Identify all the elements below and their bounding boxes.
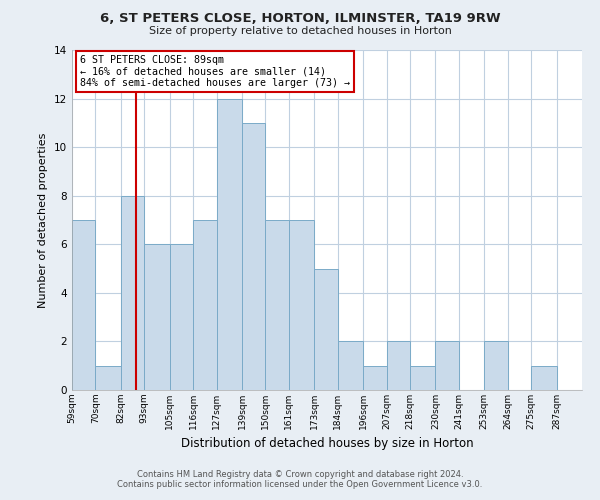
Text: Contains HM Land Registry data © Crown copyright and database right 2024.
Contai: Contains HM Land Registry data © Crown c…	[118, 470, 482, 489]
Bar	[95, 366, 121, 390]
Y-axis label: Number of detached properties: Number of detached properties	[38, 132, 49, 308]
Text: 6, ST PETERS CLOSE, HORTON, ILMINSTER, TA19 9RW: 6, ST PETERS CLOSE, HORTON, ILMINSTER, T…	[100, 12, 500, 26]
Bar	[314, 268, 338, 390]
Bar	[363, 366, 386, 390]
Bar	[242, 123, 265, 390]
Bar	[484, 342, 508, 390]
Text: 6 ST PETERS CLOSE: 89sqm
← 16% of detached houses are smaller (14)
84% of semi-d: 6 ST PETERS CLOSE: 89sqm ← 16% of detach…	[80, 55, 350, 88]
Bar	[436, 342, 459, 390]
Bar	[193, 220, 217, 390]
Bar	[386, 342, 410, 390]
Text: Size of property relative to detached houses in Horton: Size of property relative to detached ho…	[149, 26, 451, 36]
Bar	[72, 220, 95, 390]
Bar	[338, 342, 363, 390]
Bar	[531, 366, 557, 390]
Bar	[170, 244, 193, 390]
Bar	[289, 220, 314, 390]
Bar	[265, 220, 289, 390]
Bar	[144, 244, 170, 390]
Bar	[121, 196, 144, 390]
Bar	[410, 366, 436, 390]
Bar	[217, 98, 242, 390]
X-axis label: Distribution of detached houses by size in Horton: Distribution of detached houses by size …	[181, 438, 473, 450]
